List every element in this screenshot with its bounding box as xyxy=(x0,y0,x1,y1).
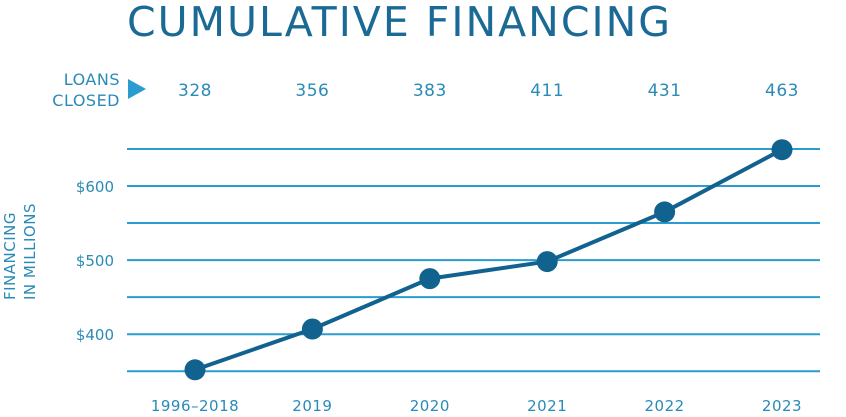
x-tick-label: 2020 xyxy=(410,397,450,415)
x-tick-label: 1996–2018 xyxy=(151,397,239,415)
y-axis-title-line1: FINANCING xyxy=(1,212,19,300)
y-tick-label: $600 xyxy=(76,178,114,196)
loans-label-line1: LOANS xyxy=(63,70,120,89)
loan-counts: 328 356 383 411 431 463 xyxy=(178,81,799,101)
y-tick-label: $400 xyxy=(76,326,114,344)
loan-count: 411 xyxy=(530,81,564,101)
series-line xyxy=(194,147,783,372)
gridlines xyxy=(127,147,820,373)
x-tick-label: 2023 xyxy=(762,397,802,415)
loan-count: 328 xyxy=(178,81,212,101)
series-group xyxy=(184,139,793,381)
loans-label-line2: CLOSED xyxy=(52,91,120,110)
x-tick-label: 2021 xyxy=(527,397,567,415)
x-tick-label: 2022 xyxy=(645,397,685,415)
data-point xyxy=(771,139,793,161)
y-axis-title: FINANCING IN MILLIONS xyxy=(1,203,39,300)
y-tick-labels: $400 $500 $600 xyxy=(76,178,114,344)
loan-count: 356 xyxy=(295,81,329,101)
chart-title: CUMULATIVE FINANCING xyxy=(127,0,673,46)
x-tick-labels: 1996–2018 2019 2020 2021 2022 2023 xyxy=(151,397,802,415)
loan-count: 463 xyxy=(765,81,799,101)
loan-count: 431 xyxy=(648,81,682,101)
loans-closed-label: LOANS CLOSED xyxy=(48,69,120,111)
data-point xyxy=(654,201,676,223)
data-point xyxy=(301,318,323,340)
y-tick-label: $500 xyxy=(76,252,114,270)
y-axis-title-line2: IN MILLIONS xyxy=(21,203,39,300)
data-point xyxy=(419,268,441,290)
data-point xyxy=(184,359,206,381)
play-arrow-icon xyxy=(128,79,146,99)
x-tick-label: 2019 xyxy=(292,397,332,415)
data-point xyxy=(536,251,558,273)
loan-count: 383 xyxy=(413,81,447,101)
